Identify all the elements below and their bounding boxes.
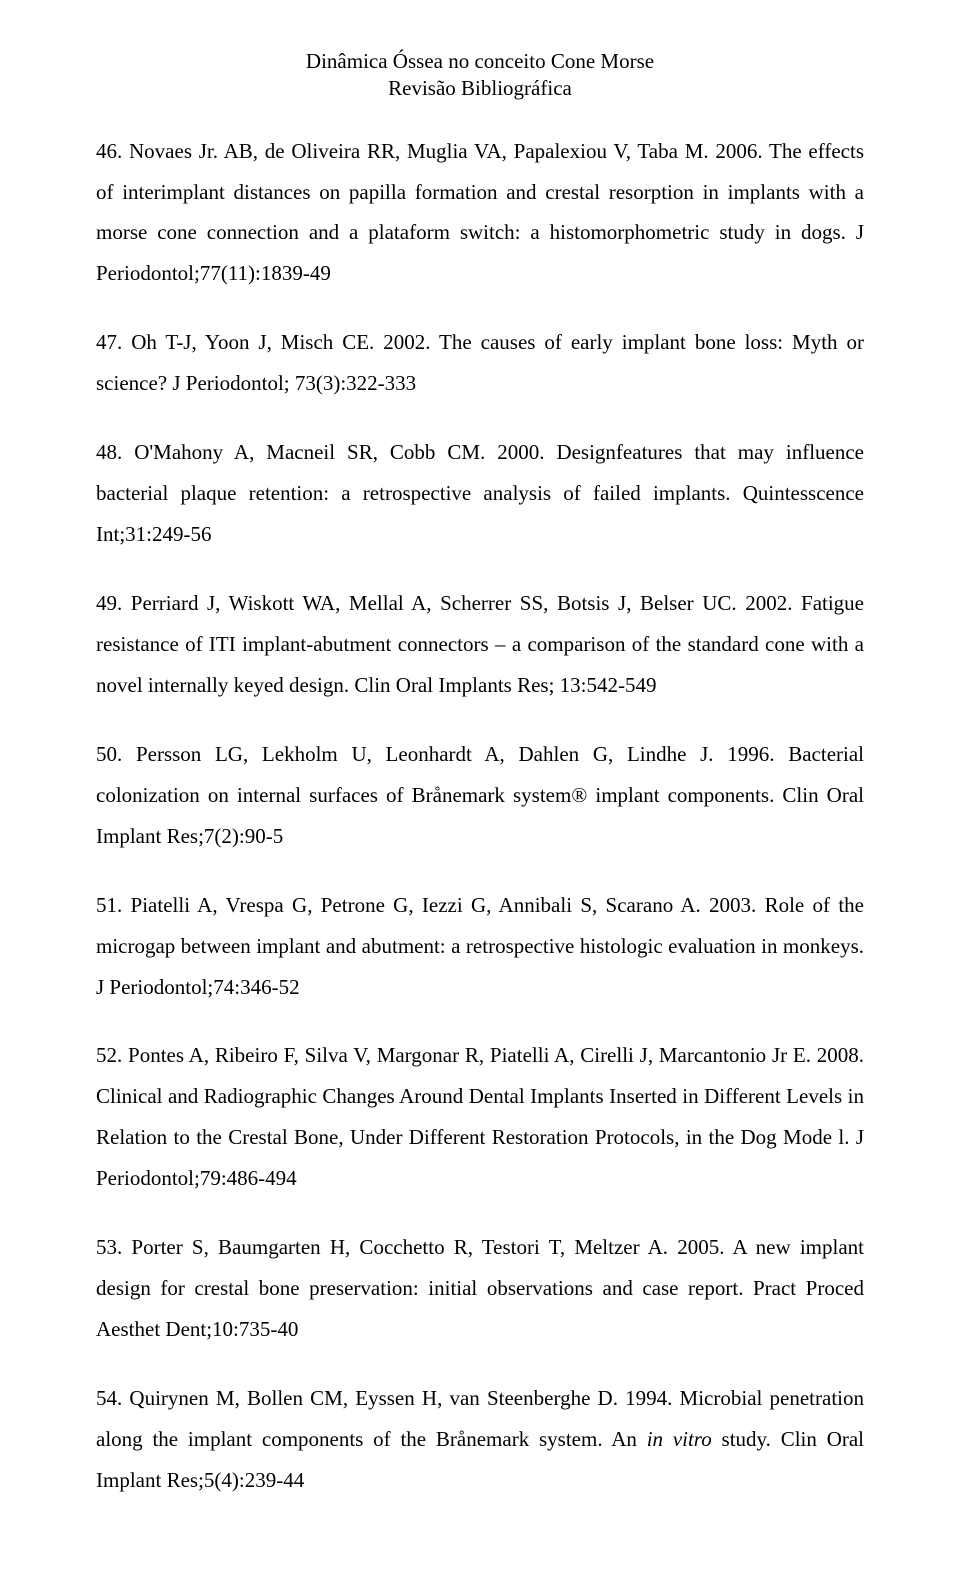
reference-item: 46. Novaes Jr. AB, de Oliveira RR, Mugli… [96, 131, 864, 295]
header-subtitle: Revisão Bibliográfica [96, 75, 864, 102]
reference-item: 54. Quirynen M, Bollen CM, Eyssen H, van… [96, 1378, 864, 1501]
reference-item: 48. O'Mahony A, Macneil SR, Cobb CM. 200… [96, 432, 864, 555]
reference-item: 47. Oh T-J, Yoon J, Misch CE. 2002. The … [96, 322, 864, 404]
reference-item: 49. Perriard J, Wiskott WA, Mellal A, Sc… [96, 583, 864, 706]
reference-item: 50. Persson LG, Lekholm U, Leonhardt A, … [96, 734, 864, 857]
reference-text-italic: in vitro [647, 1427, 712, 1451]
reference-item: 53. Porter S, Baumgarten H, Cocchetto R,… [96, 1227, 864, 1350]
references-list: 46. Novaes Jr. AB, de Oliveira RR, Mugli… [96, 131, 864, 1501]
page-header: Dinâmica Óssea no conceito Cone Morse Re… [96, 48, 864, 103]
reference-item: 52. Pontes A, Ribeiro F, Silva V, Margon… [96, 1035, 864, 1199]
reference-item: 51. Piatelli A, Vrespa G, Petrone G, Iez… [96, 885, 864, 1008]
header-title: Dinâmica Óssea no conceito Cone Morse [96, 48, 864, 75]
